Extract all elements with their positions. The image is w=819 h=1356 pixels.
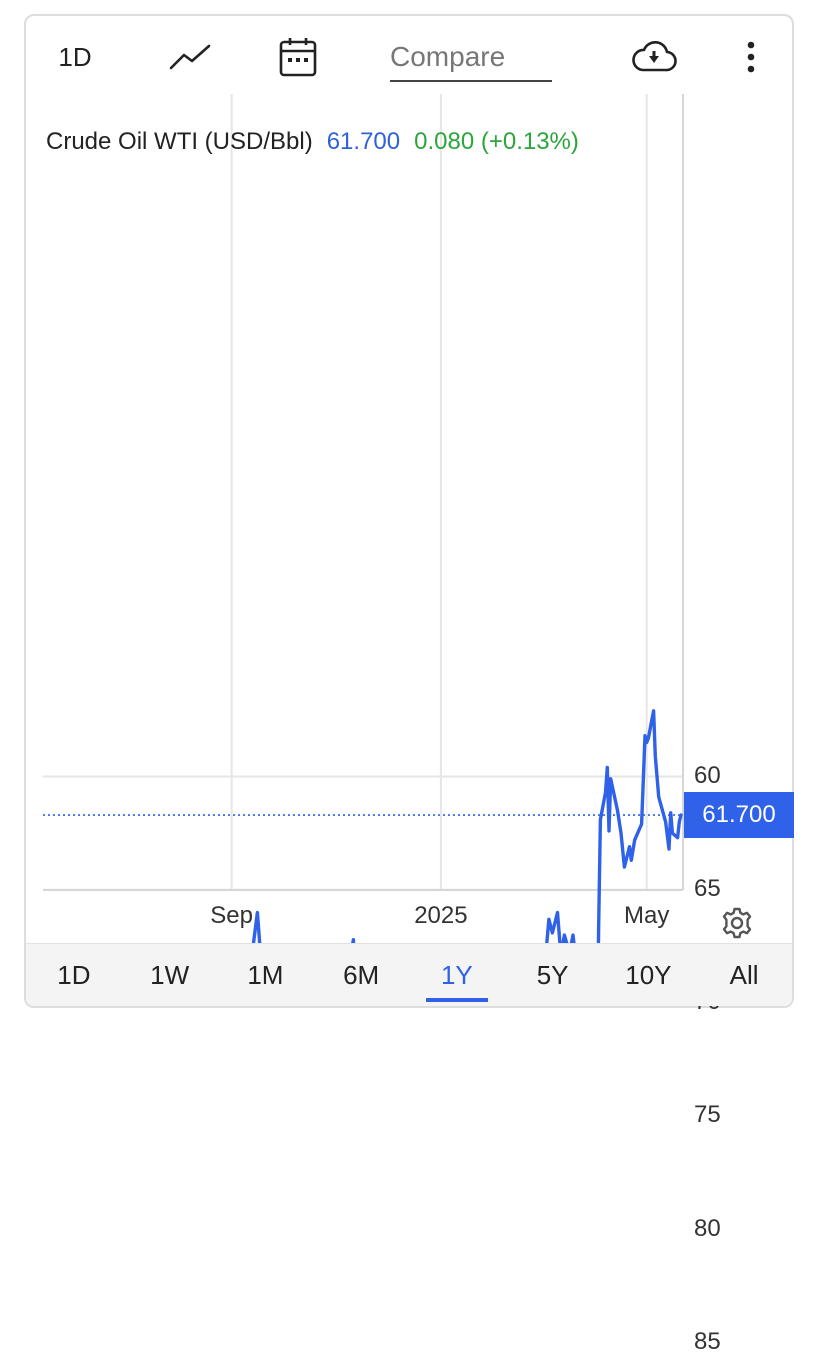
- price-series-line: [251, 709, 683, 946]
- price-chart[interactable]: [26, 16, 792, 946]
- range-all[interactable]: All: [729, 959, 759, 990]
- x-tick-label: Sep: [210, 902, 253, 929]
- last-price-tag: 61.700: [684, 792, 794, 839]
- range-5y[interactable]: 5Y: [536, 959, 569, 990]
- more-vertical-icon[interactable]: [738, 32, 764, 82]
- chart-legend: Crude Oil WTI (USD/Bbl) 61.700 0.080 (+0…: [46, 128, 579, 156]
- chart-widget: 1D Compare Cru: [24, 14, 794, 1355]
- instrument-name: Crude Oil WTI (USD/Bbl): [46, 128, 313, 155]
- line-chart-icon[interactable]: [162, 32, 218, 82]
- compare-input[interactable]: Compare: [390, 34, 552, 82]
- range-1d[interactable]: 1D: [57, 959, 91, 990]
- y-tick-label: 60: [694, 761, 721, 789]
- cloud-download-icon[interactable]: [626, 32, 682, 82]
- range-1y[interactable]: 1Y: [409, 944, 505, 1006]
- interval-button[interactable]: 1D: [58, 41, 92, 72]
- chart-toolbar: 1D Compare: [26, 16, 792, 100]
- gear-icon[interactable]: [720, 906, 754, 940]
- y-tick-label: 65: [694, 874, 721, 902]
- range-1w[interactable]: 1W: [150, 959, 190, 990]
- y-tick-label: 80: [694, 1214, 721, 1242]
- x-tick-label: 2025: [414, 902, 468, 929]
- x-tick-label: May: [624, 902, 670, 929]
- y-tick-label: 85: [694, 1328, 721, 1355]
- calendar-icon[interactable]: [272, 32, 324, 82]
- legend-change: 0.080 (+0.13%): [414, 128, 579, 155]
- legend-price: 61.700: [326, 128, 401, 155]
- range-selector: 1D 1W 1M 6M 1Y 5Y 10Y All: [26, 943, 792, 1006]
- range-10y[interactable]: 10Y: [625, 959, 672, 990]
- range-1m[interactable]: 1M: [247, 959, 284, 990]
- range-6m[interactable]: 6M: [343, 959, 380, 990]
- y-tick-label: 75: [694, 1101, 721, 1129]
